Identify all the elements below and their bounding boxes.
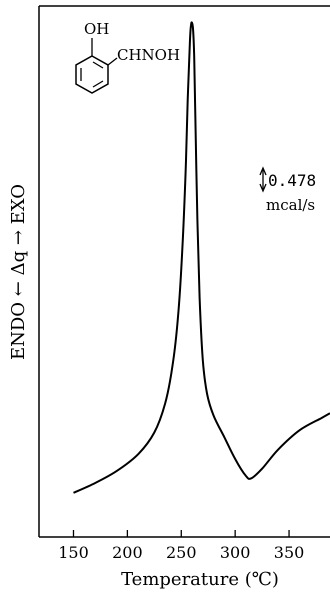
x-tick-label-300: 300 [220, 543, 251, 562]
salicylaldoxime-structure-icon: OH CHNOH [75, 20, 180, 94]
scale-arrow-up-icon [259, 166, 267, 176]
x-tick-label-150: 150 [58, 543, 89, 562]
x-axis-tick-labels: 150 200 250 300 350 [58, 543, 304, 562]
aldoxime-label: CHNOH [117, 46, 180, 64]
scale-unit: mcal/s [266, 196, 315, 214]
x-tick-label-200: 200 [112, 543, 143, 562]
hydroxyl-label: OH [84, 20, 109, 38]
scale-value: 0.478 [268, 171, 316, 190]
y-axis-title: ENDO ← Δq → EXO [8, 184, 29, 360]
x-tick-label-350: 350 [274, 543, 305, 562]
plot-frame [38, 5, 330, 538]
dsc-curve [73, 21, 330, 494]
x-axis-ticks [72, 530, 290, 537]
scale-arrow-down-icon [259, 183, 267, 193]
x-tick-label-250: 250 [166, 543, 197, 562]
x-axis-title: Temperature (℃) [121, 569, 279, 590]
scale-bar: 0.478 mcal/s [259, 166, 316, 214]
